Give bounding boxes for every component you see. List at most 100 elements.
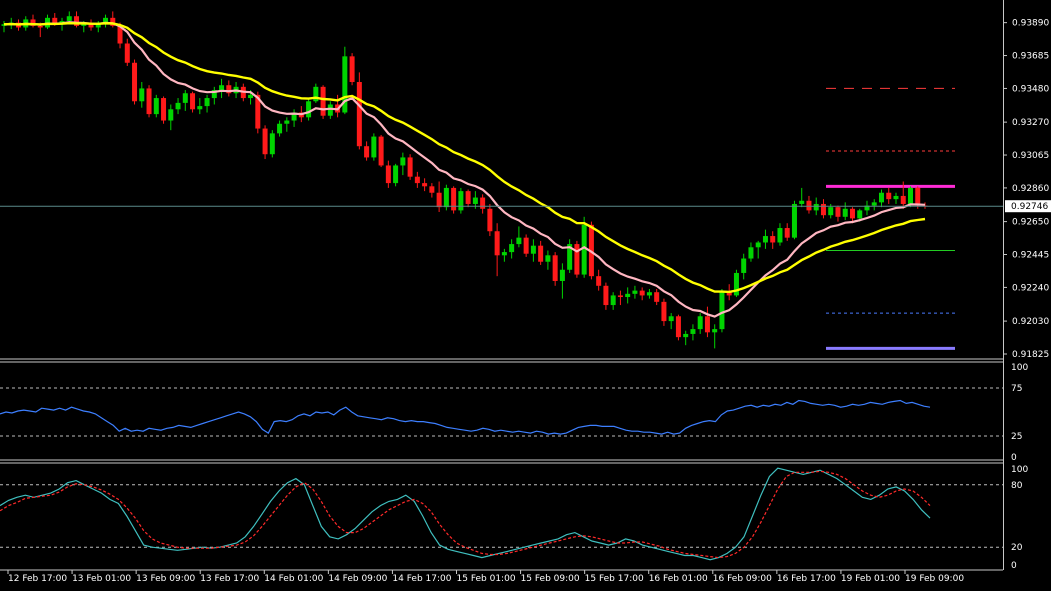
slow-moving-average-line <box>3 21 926 294</box>
candle-body <box>385 165 391 184</box>
candle-body <box>153 98 159 115</box>
time-tick-label: 19 Feb 09:00 <box>905 574 964 584</box>
candle-body <box>675 316 681 338</box>
candle-body <box>465 191 471 204</box>
candle-body <box>777 228 783 243</box>
candle-body <box>371 136 377 158</box>
price-candles[interactable] <box>1 11 928 349</box>
current-price-label: 0.92746 <box>1011 202 1048 212</box>
time-tick-label: 13 Feb 17:00 <box>200 574 259 584</box>
candle-body <box>248 94 254 99</box>
candle-body <box>733 272 739 296</box>
candle-body <box>719 292 725 330</box>
candle-body <box>596 276 602 286</box>
candle-body <box>567 244 573 270</box>
candle-body <box>487 208 493 232</box>
time-tick-label: 12 Feb 17:00 <box>8 574 67 584</box>
moving-averages <box>3 21 926 318</box>
candle-body <box>668 316 674 322</box>
candle-body <box>291 112 297 121</box>
time-tick-label: 14 Feb 09:00 <box>328 574 387 584</box>
time-tick-label: 15 Feb 01:00 <box>457 574 516 584</box>
candle-body <box>603 285 609 306</box>
candle-body <box>226 85 232 94</box>
candle-body <box>712 329 718 333</box>
candle-body <box>132 62 138 102</box>
candle-body <box>422 183 428 187</box>
candle-body <box>30 19 36 26</box>
stochastic-panel: 100 80 20 0 <box>0 465 1028 571</box>
candle-body <box>661 301 667 322</box>
candle-body <box>364 146 370 158</box>
candle-body <box>443 187 449 208</box>
candle-body <box>451 187 457 211</box>
candle-body <box>842 208 848 217</box>
candle-body <box>52 17 58 25</box>
price-tick-label: 0.93685 <box>1012 52 1049 62</box>
time-tick-label: 13 Feb 01:00 <box>72 574 131 584</box>
candle-body <box>588 224 594 277</box>
time-tick-label: 16 Feb 17:00 <box>777 574 836 584</box>
candle-body <box>66 16 72 22</box>
price-tick-label: 0.93480 <box>1012 84 1049 94</box>
candle-body <box>704 316 710 333</box>
candle-body <box>770 236 776 243</box>
time-tick-label: 13 Feb 09:00 <box>136 574 195 584</box>
price-levels <box>826 87 955 350</box>
candle-body <box>791 203 797 238</box>
candle-body <box>1 24 7 26</box>
candle-body <box>284 120 290 124</box>
candle-body <box>306 101 312 118</box>
candle-body <box>219 85 225 91</box>
candle-body <box>617 295 623 298</box>
candle-body <box>864 205 870 211</box>
candle-body <box>726 292 732 296</box>
candle-body <box>799 200 805 204</box>
candle-body <box>320 86 326 116</box>
time-tick-label: 19 Feb 01:00 <box>841 574 900 584</box>
candle-body <box>356 82 362 147</box>
time-tick-label: 14 Feb 01:00 <box>264 574 323 584</box>
price-tick-label: 0.93270 <box>1012 118 1049 128</box>
candle-body <box>494 231 500 256</box>
candle-body <box>900 195 906 204</box>
candle-body <box>813 203 819 211</box>
candle-body <box>545 255 551 262</box>
candle-body <box>559 269 565 281</box>
candle-body <box>820 203 826 216</box>
price-tick-label: 0.92650 <box>1012 218 1049 228</box>
candle-body <box>139 88 145 102</box>
time-tick-label: 15 Feb 09:00 <box>521 574 580 584</box>
candle-body <box>182 93 188 103</box>
candle-body <box>646 292 652 296</box>
price-tick-label: 0.92240 <box>1012 283 1049 293</box>
candle-body <box>523 237 529 254</box>
candle-body <box>277 123 283 134</box>
candle-body <box>915 187 921 206</box>
price-tick-label: 0.93065 <box>1012 151 1049 161</box>
fast-moving-average-line <box>3 21 926 318</box>
stochastic-tick-label: 20 <box>1011 543 1023 553</box>
price-tick-label: 0.92030 <box>1012 317 1049 327</box>
candle-body <box>262 128 268 155</box>
candle-body <box>429 186 435 193</box>
candle-body <box>269 133 275 155</box>
candle-body <box>472 197 478 204</box>
candle-body <box>574 244 580 275</box>
candle-body <box>654 292 660 302</box>
rsi-line <box>0 399 931 435</box>
candle-body <box>871 202 877 206</box>
candle-body <box>190 93 196 110</box>
candle-body <box>436 192 442 208</box>
candle-body <box>255 94 261 129</box>
candle-body <box>610 295 616 306</box>
candle-body <box>697 316 703 330</box>
candle-body <box>81 24 87 26</box>
stochastic-signal-line <box>0 470 931 559</box>
time-tick-label: 16 Feb 09:00 <box>713 574 772 584</box>
candle-body <box>755 242 761 248</box>
candle-body <box>414 176 420 184</box>
rsi-panel: 100 75 25 0 <box>0 363 1028 463</box>
